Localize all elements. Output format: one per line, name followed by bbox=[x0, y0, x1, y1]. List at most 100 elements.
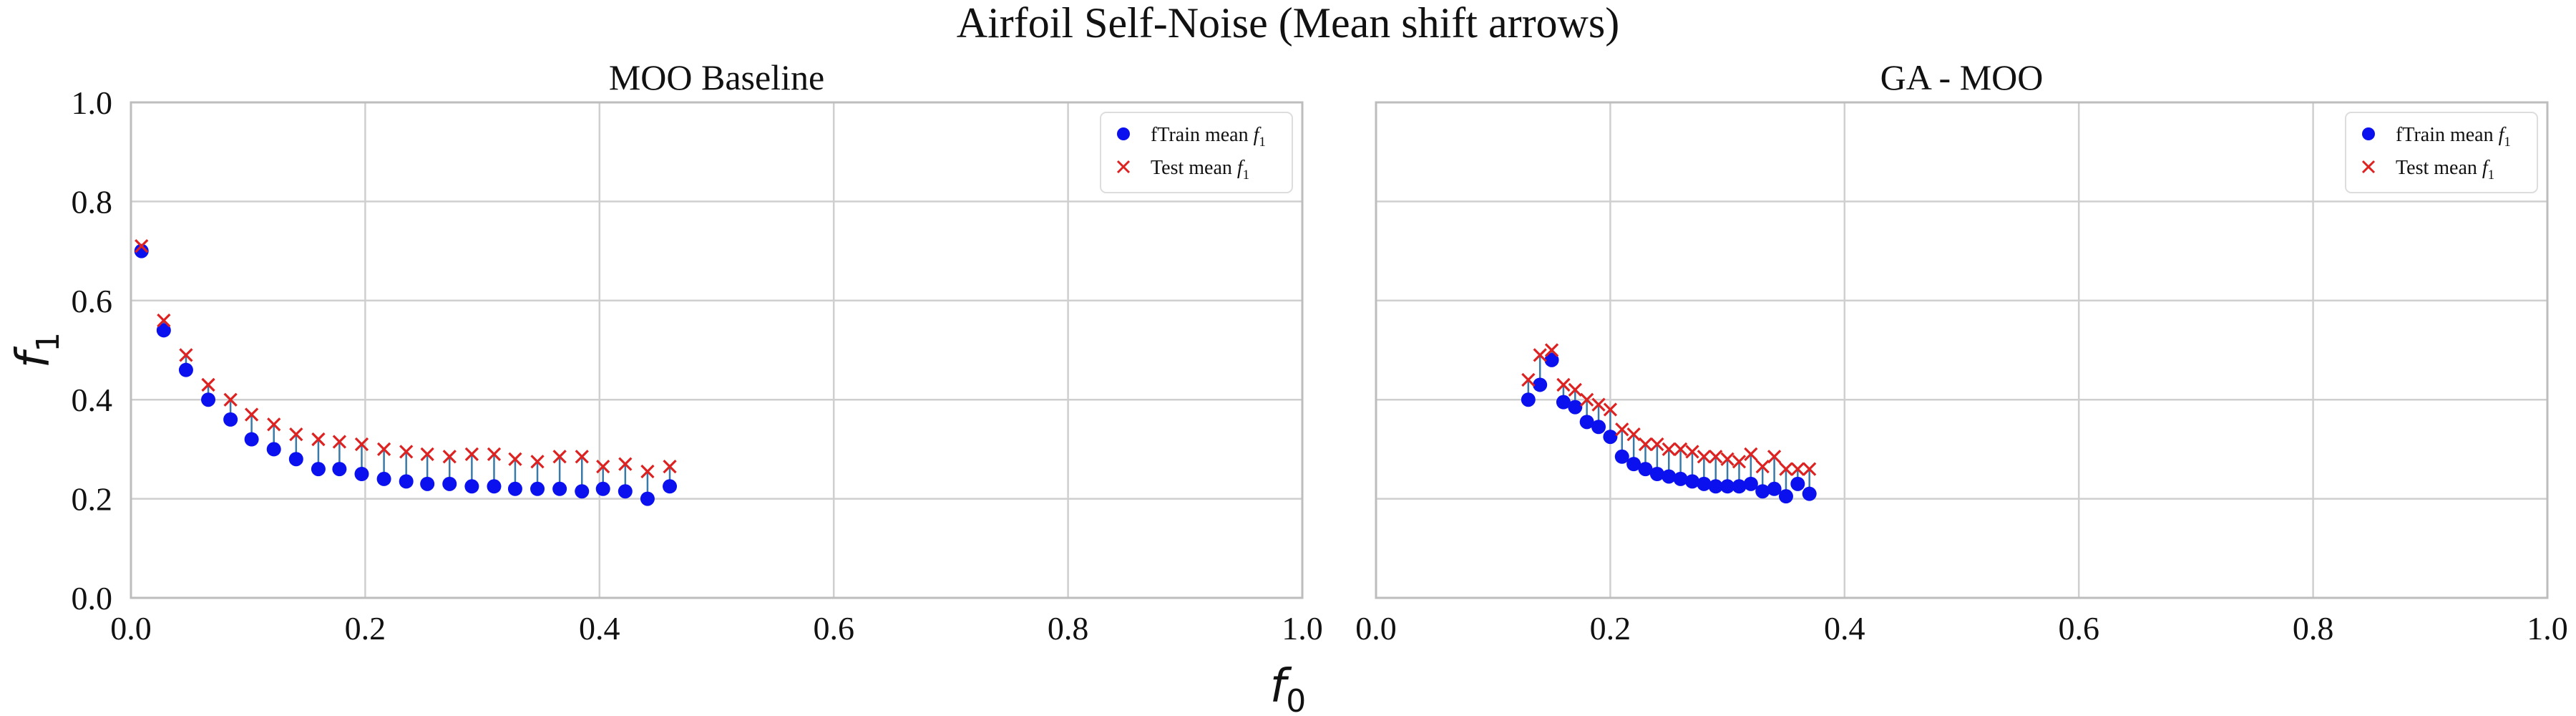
test-point bbox=[618, 457, 633, 471]
train-point bbox=[1544, 352, 1559, 367]
train-point bbox=[1732, 479, 1747, 494]
train-point bbox=[575, 484, 590, 499]
subplot-1: 0.0 0.2 0.4 0.6 0.8 1.0 0.0 0.2 0.4 0.6 0.8 1.0 MOO … bbox=[72, 57, 1323, 647]
train-point bbox=[376, 471, 391, 486]
train-point bbox=[1603, 430, 1618, 445]
legend-label: fTrain mean f1 bbox=[2396, 124, 2511, 150]
train-point bbox=[618, 484, 633, 499]
figure-axis-labels: f0 f1 bbox=[7, 332, 1306, 716]
test-point bbox=[420, 447, 434, 461]
test-point bbox=[487, 447, 502, 461]
test-point bbox=[508, 452, 522, 466]
test-point bbox=[1580, 392, 1594, 407]
train-point bbox=[464, 479, 479, 494]
test-point bbox=[399, 445, 414, 459]
test-point bbox=[1591, 397, 1606, 412]
panels: 0.0 0.2 0.4 0.6 0.8 1.0 0.0 0.2 0.4 0.6 0.8 1.0 MOO … bbox=[72, 57, 2568, 647]
test-point bbox=[157, 313, 171, 328]
train-point bbox=[487, 479, 502, 494]
test-point bbox=[289, 427, 303, 442]
train-point bbox=[244, 432, 259, 447]
train-point bbox=[1662, 469, 1677, 484]
legend-box bbox=[1100, 112, 1293, 193]
test-point bbox=[1521, 372, 1536, 387]
test-point bbox=[311, 432, 326, 447]
test-point bbox=[1662, 442, 1676, 457]
train-point bbox=[201, 392, 216, 407]
legend-label: Test mean f1 bbox=[1151, 157, 1249, 183]
test-point bbox=[332, 435, 347, 449]
test-point bbox=[1673, 442, 1688, 457]
x-tick-label: 0.8 bbox=[1048, 610, 1089, 647]
y-tick-label: 0.0 bbox=[72, 580, 113, 616]
axes-frame bbox=[1375, 101, 2549, 599]
legend-marker-circle bbox=[1117, 127, 1130, 140]
train-point bbox=[311, 462, 326, 477]
train-point bbox=[1579, 415, 1594, 430]
train-point bbox=[1743, 476, 1758, 491]
test-point bbox=[1626, 427, 1641, 442]
train-point bbox=[1708, 479, 1723, 494]
train-point bbox=[1626, 457, 1641, 472]
test-point bbox=[1544, 343, 1559, 357]
train-point bbox=[1521, 392, 1536, 407]
y-tick-label: 0.8 bbox=[72, 183, 113, 220]
test-point bbox=[1685, 445, 1699, 459]
subplot-2: 0.0 0.2 0.4 0.6 0.8 1.0 GA - MOO fTrain mean f1… bbox=[1355, 57, 2568, 647]
series-train bbox=[134, 243, 678, 506]
test-point bbox=[1709, 450, 1723, 464]
x-tick-label: 1.0 bbox=[1282, 610, 1323, 647]
train-point bbox=[1673, 471, 1688, 486]
train-point bbox=[156, 323, 171, 338]
series-test bbox=[135, 239, 677, 479]
test-point bbox=[1790, 462, 1805, 476]
test-point bbox=[640, 464, 655, 479]
train-point bbox=[1684, 474, 1699, 489]
legend: fTrain mean f1 Test mean f1 bbox=[2345, 112, 2538, 193]
train-point bbox=[507, 481, 522, 496]
test-point bbox=[1767, 450, 1782, 464]
train-point bbox=[399, 474, 414, 489]
test-point bbox=[663, 459, 677, 474]
test-point bbox=[1744, 447, 1758, 461]
test-point bbox=[1720, 452, 1735, 466]
series-train bbox=[1521, 352, 1817, 504]
legend-label: fTrain mean f1 bbox=[1151, 124, 1266, 150]
train-point bbox=[1556, 395, 1571, 410]
y-tick-label: 0.6 bbox=[72, 283, 113, 319]
train-point bbox=[1720, 479, 1735, 494]
train-point bbox=[595, 481, 610, 496]
test-point bbox=[464, 447, 479, 461]
train-point bbox=[442, 476, 457, 491]
train-point bbox=[332, 462, 347, 477]
train-point bbox=[1697, 476, 1712, 491]
test-point bbox=[1615, 422, 1629, 437]
test-point bbox=[1732, 455, 1747, 469]
legend-marker-circle bbox=[2362, 127, 2375, 140]
test-point bbox=[575, 450, 589, 464]
test-point bbox=[376, 442, 391, 457]
x-tick-label: 0.4 bbox=[579, 610, 620, 647]
train-point bbox=[1802, 486, 1817, 501]
test-point bbox=[1533, 348, 1547, 362]
train-point bbox=[1767, 481, 1782, 496]
train-point bbox=[266, 442, 281, 457]
test-point bbox=[1802, 462, 1817, 476]
test-point bbox=[1650, 437, 1664, 452]
axes-frame bbox=[130, 101, 1304, 599]
x-tick-label: 0.2 bbox=[1590, 610, 1631, 647]
train-point bbox=[1614, 449, 1629, 464]
train-point bbox=[552, 481, 567, 496]
test-point bbox=[1556, 377, 1571, 392]
train-point bbox=[1755, 484, 1770, 499]
test-point bbox=[1697, 450, 1711, 464]
test-point bbox=[552, 450, 567, 464]
test-point bbox=[135, 239, 149, 253]
legend-box bbox=[2345, 112, 2538, 193]
legend-label: Test mean f1 bbox=[2396, 157, 2494, 183]
x-tick-label: 0.0 bbox=[110, 610, 152, 647]
x-tick-label: 0.4 bbox=[1824, 610, 1865, 647]
x-tick-label: 0.8 bbox=[2293, 610, 2334, 647]
figure-title: Airfoil Self-Noise (Mean shift arrows) bbox=[957, 0, 1619, 47]
